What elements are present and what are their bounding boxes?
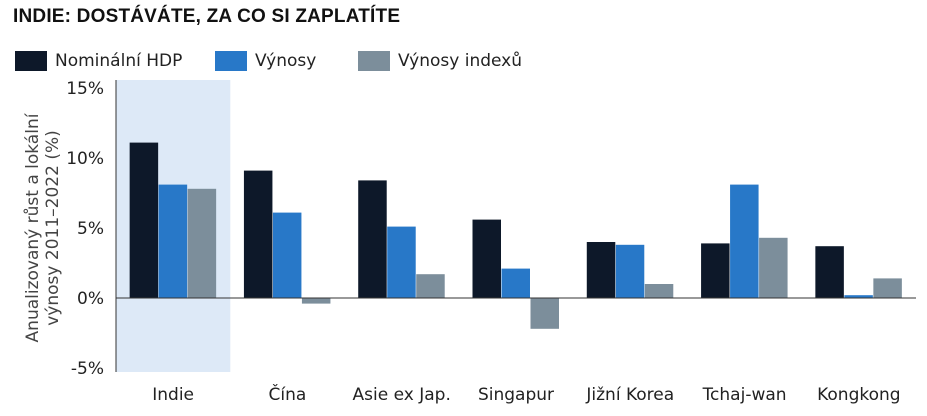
legend: Nominální HDP Výnosy Výnosy indexů (15, 50, 635, 72)
bar-returns (158, 184, 188, 298)
chart-title: INDIE: DOSTÁVÁTE, ZA CO SI ZAPLATÍTE (13, 6, 401, 27)
bar-gdp (472, 219, 501, 298)
bar-index-returns (187, 188, 217, 298)
bar-index-returns (873, 278, 902, 298)
bar-returns (387, 226, 416, 298)
bar-index-returns (301, 298, 331, 304)
legend-swatch-returns (215, 51, 247, 71)
y-tick-label: 5% (77, 219, 104, 239)
legend-label-returns: Výnosy (255, 51, 317, 71)
bar-gdp (243, 170, 273, 298)
legend-item-gdp: Nominální HDP (15, 50, 182, 72)
bar-gdp (358, 180, 387, 298)
legend-label-index-returns: Výnosy indexů (398, 51, 523, 71)
bar-index-returns (759, 237, 788, 298)
y-tick-label: 15% (66, 79, 104, 99)
bar-returns (615, 244, 645, 298)
y-axis-label: Anualizovaný růst a lokální (23, 112, 43, 342)
bar-index-returns (416, 274, 445, 298)
bar-returns (272, 212, 302, 298)
bar-gdp (586, 242, 616, 298)
bar-returns (730, 184, 759, 298)
bar-gdp (129, 142, 159, 298)
y-tick-label: 0% (77, 289, 104, 309)
legend-swatch-index-returns (358, 51, 390, 71)
y-tick-label: 10% (66, 149, 104, 169)
y-axis-label: výnosy 2011–2022 (%) (43, 130, 63, 325)
bar-returns (844, 295, 873, 298)
legend-item-index-returns: Výnosy indexů (358, 50, 522, 72)
legend-item-returns: Výnosy (215, 50, 316, 72)
category-label: Jižní Korea (585, 385, 674, 405)
y-tick-label: -5% (71, 359, 104, 379)
category-label: Singapur (478, 385, 554, 405)
category-label: Asie ex Jap. (353, 385, 451, 405)
bar-index-returns (644, 284, 674, 298)
category-label: Tchaj-wan (702, 385, 787, 405)
bar-gdp (701, 243, 730, 298)
legend-label-gdp: Nominální HDP (55, 51, 183, 71)
bar-index-returns (530, 298, 559, 329)
legend-swatch-gdp (15, 51, 47, 71)
bar-returns (501, 268, 530, 298)
bar-gdp (815, 246, 844, 298)
category-label: Indie (152, 385, 194, 405)
category-label: Čína (269, 383, 307, 405)
category-label: Kongkong (817, 385, 900, 405)
